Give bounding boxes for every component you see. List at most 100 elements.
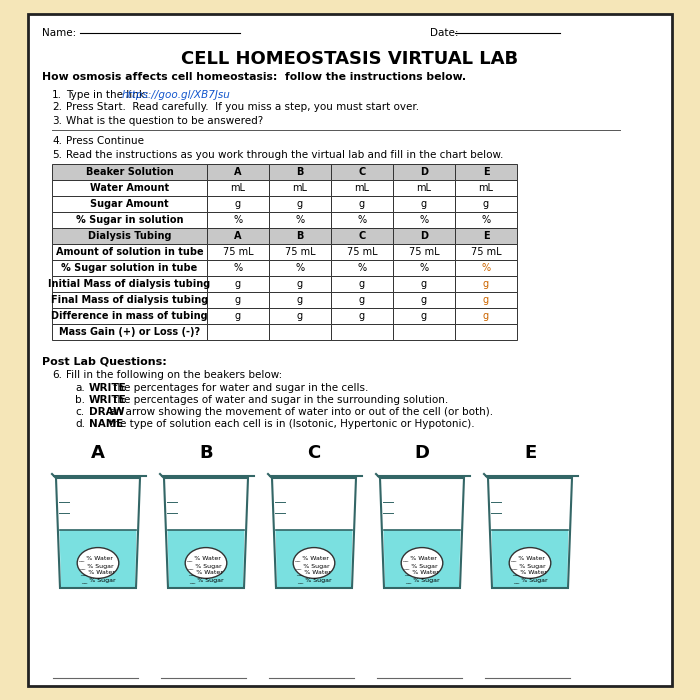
Text: What is the question to be answered?: What is the question to be answered? [66,116,263,126]
Bar [207,196,269,212]
Bar [455,228,517,244]
Text: __ % Sugar: __ % Sugar [295,563,329,569]
Text: d.: d. [75,419,85,429]
Text: g: g [297,295,303,305]
Text: g: g [483,199,489,209]
Text: Sugar Amount: Sugar Amount [90,199,169,209]
Text: 75 mL: 75 mL [470,247,501,257]
Bar [269,276,331,292]
Text: g: g [297,279,303,289]
Text: g: g [421,311,427,321]
Text: Amount of solution in tube: Amount of solution in tube [56,247,203,257]
Bar [331,212,393,228]
Bar [52,292,207,308]
Text: Mass Gain (+) or Loss (-)?: Mass Gain (+) or Loss (-)? [59,327,200,337]
Text: g: g [359,311,365,321]
Text: __ % Water: __ % Water [80,569,116,575]
Text: g: g [235,279,241,289]
Bar [52,228,207,244]
Text: %: % [358,263,367,273]
Bar [393,180,455,196]
Text: __ % Water: __ % Water [297,569,331,575]
Text: __ % Sugar: __ % Sugar [402,563,438,569]
Bar [52,276,207,292]
Text: Dialysis Tubing: Dialysis Tubing [88,231,172,241]
Text: C: C [307,444,321,462]
Text: A: A [234,231,241,241]
Text: A: A [234,167,241,177]
Text: mL: mL [293,183,307,193]
Text: __ % Sugar: __ % Sugar [405,578,440,583]
Text: g: g [483,311,489,321]
Text: an arrow showing the movement of water into or out of the cell (or both).: an arrow showing the movement of water i… [106,407,493,417]
Text: g: g [483,295,489,305]
Bar [207,276,269,292]
FancyBboxPatch shape [28,14,672,686]
Text: __ % Water: __ % Water [510,555,545,561]
Text: 75 mL: 75 mL [346,247,377,257]
Text: __ % Water: __ % Water [405,569,440,575]
Bar [455,164,517,180]
Text: Beaker Solution: Beaker Solution [85,167,174,177]
Bar [207,308,269,324]
Text: Date:: Date: [430,28,459,38]
Text: %: % [295,215,304,225]
Text: %: % [482,215,491,225]
Text: g: g [421,199,427,209]
Bar [52,180,207,196]
Text: 2.: 2. [52,102,62,112]
Bar [207,180,269,196]
Text: the percentages of water and sugar in the surrounding solution.: the percentages of water and sugar in th… [111,395,449,405]
Text: Type in the link:: Type in the link: [66,90,155,100]
Bar [207,324,269,340]
Text: B: B [296,167,304,177]
Text: g: g [359,279,365,289]
Bar [269,212,331,228]
Bar [52,260,207,276]
Text: %: % [295,263,304,273]
Bar [393,260,455,276]
Text: %: % [233,215,243,225]
Text: __ % Sugar: __ % Sugar [511,563,545,569]
Text: g: g [235,199,241,209]
Ellipse shape [77,547,119,578]
Bar [52,196,207,212]
Bar [455,276,517,292]
Text: g: g [483,279,489,289]
Bar [207,212,269,228]
Bar [455,244,517,260]
Ellipse shape [509,547,551,578]
Bar [331,196,393,212]
Text: WRITE: WRITE [89,395,127,405]
Bar [207,164,269,180]
Text: % Sugar in solution: % Sugar in solution [76,215,183,225]
Text: __ % Sugar: __ % Sugar [78,563,113,569]
Text: g: g [421,279,427,289]
Bar [269,292,331,308]
Bar [269,324,331,340]
Text: Water Amount: Water Amount [90,183,169,193]
Bar [331,260,393,276]
Text: 1.: 1. [52,90,62,100]
Text: NAME: NAME [89,419,123,429]
Text: % Sugar solution in tube: % Sugar solution in tube [62,263,197,273]
Bar [207,244,269,260]
Bar [455,324,517,340]
Text: Press Continue: Press Continue [66,136,144,146]
Bar [52,244,207,260]
Bar [269,228,331,244]
Text: Name:: Name: [42,28,76,38]
Text: __ % Water: __ % Water [512,569,547,575]
Text: g: g [297,311,303,321]
Text: Read the instructions as you work through the virtual lab and fill in the chart : Read the instructions as you work throug… [66,150,503,160]
Text: __ % Sugar: __ % Sugar [80,578,116,583]
Bar [393,276,455,292]
Text: E: E [483,231,489,241]
Text: 4.: 4. [52,136,62,146]
Bar [455,260,517,276]
Bar [207,260,269,276]
Text: B: B [296,231,304,241]
Text: https://goo.gl/XB7Jsu: https://goo.gl/XB7Jsu [122,90,231,100]
Bar [455,308,517,324]
Text: g: g [235,295,241,305]
